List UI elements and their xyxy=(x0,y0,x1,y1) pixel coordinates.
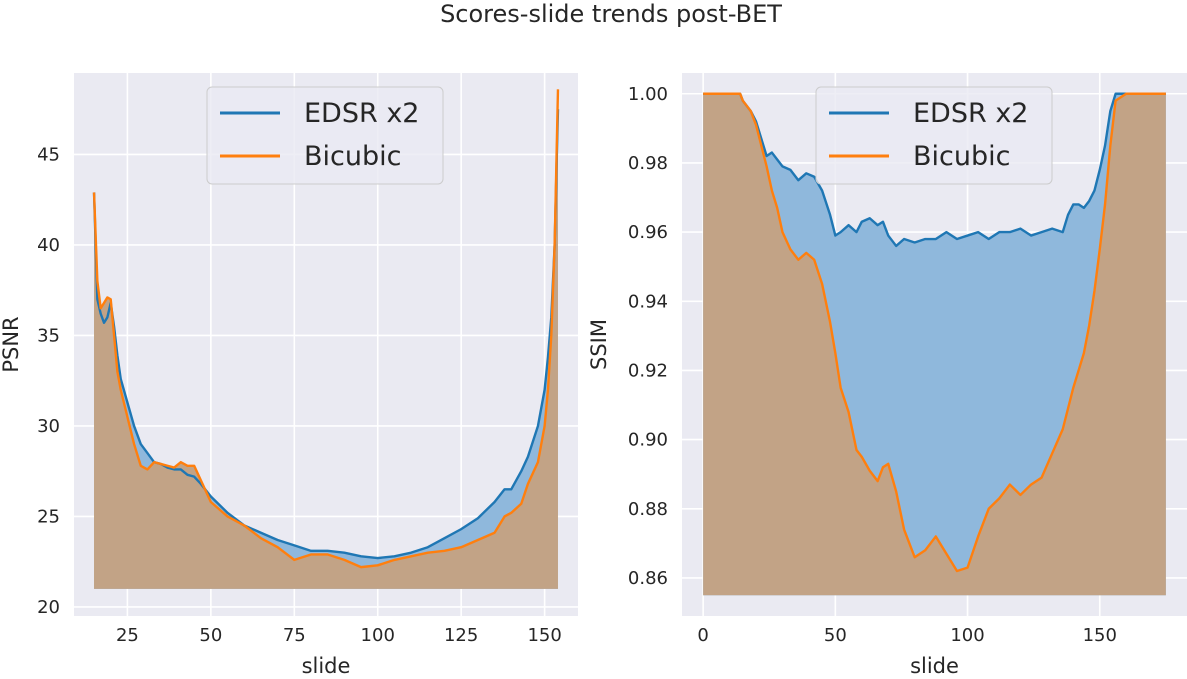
ssim-xtick-label: 100 xyxy=(950,625,984,646)
ssim-ytick-label: 0.86 xyxy=(628,568,668,589)
ssim-ytick-label: 0.90 xyxy=(628,430,668,451)
psnr-ytick-label: 45 xyxy=(37,144,60,165)
ssim-line-series-0 xyxy=(703,92,1166,248)
ssim-line-series-1 xyxy=(703,92,1166,573)
ssim-ytick-label: 0.96 xyxy=(628,222,668,243)
ssim-ytick-label: 0.94 xyxy=(628,291,668,312)
ssim-xlabel: slide xyxy=(910,654,959,678)
psnr-ytick-label: 20 xyxy=(37,597,60,618)
ssim-xtick-label: 150 xyxy=(1083,625,1117,646)
psnr-xtick-label: 50 xyxy=(199,625,222,646)
ssim-ytick-label: 0.88 xyxy=(628,499,668,520)
psnr-ytick-label: 35 xyxy=(37,325,60,346)
psnr-line-series-1 xyxy=(92,89,560,569)
psnr-xtick-label: 125 xyxy=(444,625,478,646)
psnr-legend-label-0: EDSR x2 xyxy=(304,98,420,129)
ssim-legend: EDSR x2 Bicubic xyxy=(815,86,1053,185)
psnr-xlabel: slide xyxy=(302,654,351,678)
psnr-line-series-0 xyxy=(92,109,560,560)
psnr-subplot: 25 50 75 100 125 150 20 25 30 35 40 45 slide PSNR EDSR… xyxy=(0,73,578,678)
psnr-xtick-label: 100 xyxy=(361,625,395,646)
ssim-legend-label-1: Bicubic xyxy=(913,141,1010,172)
ssim-fill-series-1 xyxy=(703,93,1166,596)
psnr-legend-label-1: Bicubic xyxy=(304,141,401,172)
psnr-ylabel: PSNR xyxy=(0,316,23,372)
psnr-legend: EDSR x2 Bicubic xyxy=(206,86,444,185)
psnr-xtick-label: 150 xyxy=(527,625,561,646)
psnr-ytick-label: 25 xyxy=(37,506,60,527)
ssim-ytick-label: 1.00 xyxy=(628,84,668,105)
ssim-legend-label-0: EDSR x2 xyxy=(913,98,1029,129)
psnr-fill-series-1 xyxy=(94,89,558,589)
ssim-ytick-label: 0.98 xyxy=(628,153,668,174)
psnr-ytick-label: 40 xyxy=(37,235,60,256)
ssim-xtick-label: 0 xyxy=(697,625,708,646)
ssim-ylabel: SSIM xyxy=(587,319,611,370)
psnr-xtick-label: 75 xyxy=(283,625,306,646)
ssim-ytick-label: 0.92 xyxy=(628,360,668,381)
ssim-subplot: 0 50 100 150 0.86 0.88 0.90 0.92 0.94 0.96 0.98 1.0… xyxy=(587,73,1187,678)
psnr-ytick-label: 30 xyxy=(37,416,60,437)
figure-title: Scores-slide trends post-BET xyxy=(440,0,782,28)
ssim-xtick-label: 50 xyxy=(824,625,847,646)
psnr-legend-box xyxy=(206,86,444,185)
ssim-legend-box xyxy=(815,86,1053,185)
psnr-xtick-label: 25 xyxy=(116,625,139,646)
